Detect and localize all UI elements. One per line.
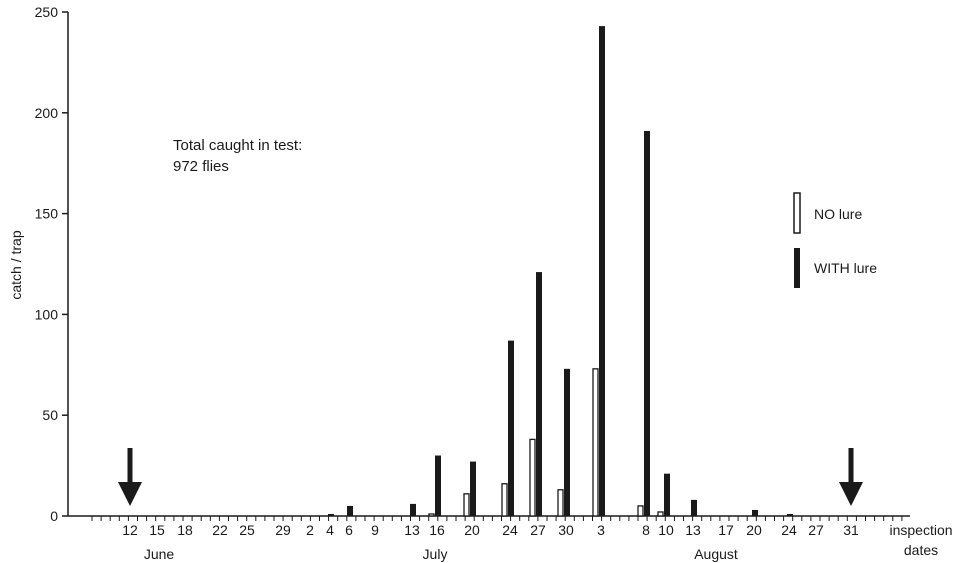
x-tick-label: 17 [718,522,734,538]
x-tick-label: 31 [843,522,859,538]
month-label-july: July [423,546,448,562]
bar-with-lure [691,499,697,516]
bar-no-lure [529,438,536,517]
bar-with-lure [410,503,416,516]
bar-no-lure [592,368,599,517]
y-axis-title: catch / trap [8,230,24,299]
x-tick-label: 8 [642,522,650,538]
x-tick-label: 24 [502,522,518,538]
x-tick-label: 12 [122,522,138,538]
x-tick-label: 25 [239,522,255,538]
bar-with-lure [470,461,476,516]
month-label-august: August [694,546,738,562]
x-axis-title-line2: dates [904,542,938,558]
x-tick-label: 15 [149,522,165,538]
arrows [118,448,863,506]
x-tick-label: 29 [275,522,291,538]
total-annotation-line2: 972 flies [173,158,229,175]
bar-no-lure [637,505,644,517]
legend-swatch-with-lure [794,248,800,288]
test-period-arrow-icon [118,448,142,506]
x-tick-label: 6 [345,522,353,538]
x-axis-title-line1: inspection [889,522,952,538]
bar-with-lure [435,455,441,516]
y-tick-label: 50 [42,407,58,423]
bar-no-lure [501,483,508,517]
x-tick-label: 16 [429,522,445,538]
bar-with-lure [787,513,793,516]
bar-no-lure [428,513,435,517]
x-tick-label: 4 [326,522,334,538]
x-tick-label: 27 [808,522,824,538]
bar-no-lure [657,511,664,517]
bar-with-lure [508,340,514,516]
y-tick-label: 150 [35,206,59,222]
bar-with-lure [644,130,650,516]
x-tick-label: 13 [685,522,701,538]
x-tick-label: 24 [781,522,797,538]
y-tick-label: 250 [35,4,59,20]
total-annotation-line1: Total caught in test: [173,137,302,154]
x-tick-label: 22 [212,522,228,538]
bars [328,26,793,517]
y-ticks: 0 50 100 150 200 250 [35,4,68,524]
bar-with-lure [347,505,353,516]
x-tick-label: 3 [597,522,605,538]
bar-with-lure [564,368,570,516]
x-tick-label: 13 [404,522,420,538]
x-tick-label: 9 [371,522,379,538]
legend-label-no-lure: NO lure [814,206,862,222]
x-tick-label: 2 [306,522,314,538]
bar-with-lure [599,26,605,516]
x-tick-label: 30 [558,522,574,538]
bar-no-lure [557,489,564,517]
x-tick-label: 20 [746,522,762,538]
bar-with-lure [536,272,542,516]
test-period-arrow-icon [839,448,863,506]
x-tick-label: 20 [464,522,480,538]
month-label-june: June [144,546,175,562]
bar-with-lure [328,513,334,516]
x-tick-label: 10 [658,522,674,538]
y-tick-label: 200 [35,105,59,121]
y-tick-label: 100 [35,306,59,322]
x-tick-label: 27 [530,522,546,538]
x-ticks: 12 15 18 22 25 29 2 4 6 9 13 16 20 24 27 30 3 8 10 13 17 20 24… [91,516,903,538]
bar-no-lure [463,493,470,517]
x-tick-label: 18 [177,522,193,538]
legend: NO lure WITH lure [793,192,877,288]
bar-with-lure [664,473,670,516]
legend-swatch-no-lure [793,192,801,234]
bar-with-lure [752,509,758,516]
y-tick-label: 0 [50,508,58,524]
legend-label-with-lure: WITH lure [814,260,877,276]
